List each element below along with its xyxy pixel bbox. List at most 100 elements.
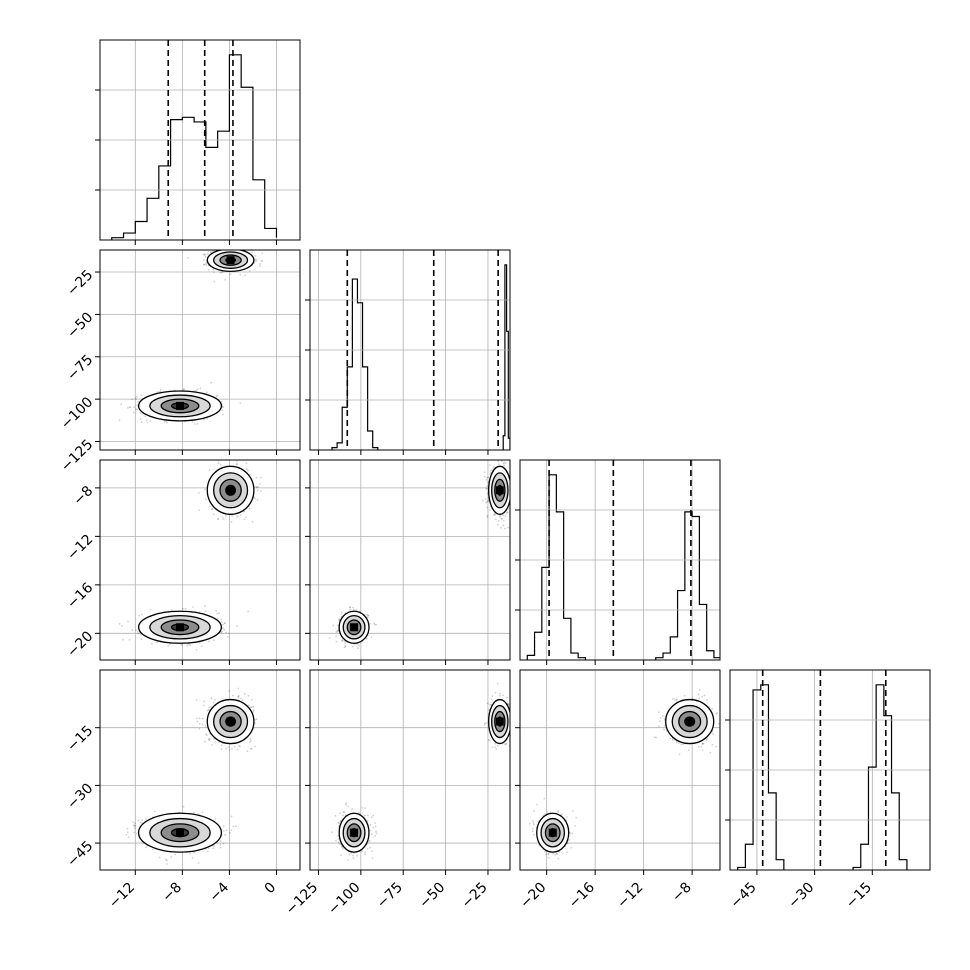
sample-point (511, 487, 513, 489)
sample-point (221, 271, 224, 273)
sample-point (140, 638, 143, 641)
sample-point (214, 698, 216, 701)
density-peak (226, 486, 235, 495)
sample-point (135, 398, 137, 401)
sample-point (180, 644, 183, 646)
sample-point (336, 630, 338, 632)
sample-point (212, 250, 214, 253)
sample-point (212, 268, 215, 271)
sample-point (215, 610, 218, 612)
sample-point (236, 625, 238, 627)
sample-point (336, 624, 339, 627)
sample-point (247, 469, 249, 472)
sample-point (507, 507, 510, 510)
sample-point (210, 697, 213, 700)
sample-point (338, 618, 341, 621)
sample-point (487, 476, 490, 479)
sample-point (249, 747, 252, 750)
sample-point (210, 706, 212, 708)
sample-point (373, 623, 376, 626)
sample-point (203, 263, 206, 266)
sample-point (500, 517, 503, 520)
sample-point (140, 633, 142, 636)
sample-point (483, 475, 486, 478)
sample-point (242, 510, 245, 513)
sample-point (156, 391, 159, 393)
sample-point (208, 505, 211, 508)
sample-point (212, 513, 215, 516)
sample-point (198, 717, 201, 720)
sample-point (220, 744, 223, 747)
sample-point (486, 476, 488, 479)
sample-point (244, 274, 246, 277)
sample-point (196, 422, 199, 425)
sample-point (239, 273, 242, 276)
sample-point (255, 258, 258, 261)
sample-point (195, 648, 198, 651)
sample-point (243, 693, 246, 695)
sample-point (494, 518, 497, 521)
sample-point (203, 254, 206, 256)
sample-point (191, 420, 194, 423)
sample-point (221, 623, 224, 626)
sample-point (132, 411, 135, 414)
sample-point (241, 699, 244, 702)
sample-point (222, 413, 224, 416)
sample-point (159, 388, 162, 391)
sample-point (236, 748, 239, 751)
sample-point (341, 639, 343, 642)
sample-point (486, 485, 488, 488)
sample-point (504, 515, 506, 518)
sample-point (486, 492, 489, 495)
sample-point (167, 644, 170, 647)
sample-point (215, 395, 218, 398)
histogram-series (331, 278, 379, 450)
sample-point (259, 483, 261, 485)
sample-point (205, 734, 208, 737)
sample-point (204, 262, 207, 265)
sample-point (256, 486, 258, 489)
density-peak (350, 623, 359, 632)
sample-point (249, 740, 252, 742)
sample-point (223, 622, 226, 624)
sample-point (233, 745, 236, 748)
sample-point (140, 421, 143, 423)
sample-point (136, 404, 139, 407)
sample-point (214, 740, 217, 743)
sample-point (261, 259, 264, 262)
sample-point (254, 745, 257, 748)
sample-point (226, 636, 229, 638)
sample-point (512, 512, 514, 514)
sample-point (370, 636, 373, 638)
sample-point (251, 251, 254, 254)
sample-point (255, 718, 258, 721)
sample-point (204, 725, 207, 727)
sample-point (198, 509, 201, 512)
sample-point (366, 616, 369, 619)
sample-point (235, 463, 238, 466)
sample-point (225, 747, 228, 750)
sample-point (502, 519, 505, 522)
sample-point (230, 521, 233, 523)
sample-point (257, 485, 260, 488)
sample-point (220, 631, 223, 634)
sample-point (343, 646, 346, 649)
sample-point (204, 488, 206, 491)
density-peak (176, 401, 184, 410)
sample-point (252, 705, 255, 708)
sample-point (511, 494, 513, 496)
panel-frame (99, 459, 301, 661)
sample-point (494, 457, 496, 459)
sample-point (225, 631, 228, 634)
sample-point (229, 273, 232, 276)
sample-point (224, 622, 227, 625)
sample-point (337, 630, 340, 632)
sample-point (352, 606, 354, 609)
sample-point (199, 387, 202, 390)
sample-point (485, 501, 488, 504)
sample-point (355, 609, 358, 611)
sample-point (243, 518, 246, 521)
sample-point (492, 467, 494, 470)
sample-point (201, 717, 204, 720)
sample-point (213, 271, 215, 273)
